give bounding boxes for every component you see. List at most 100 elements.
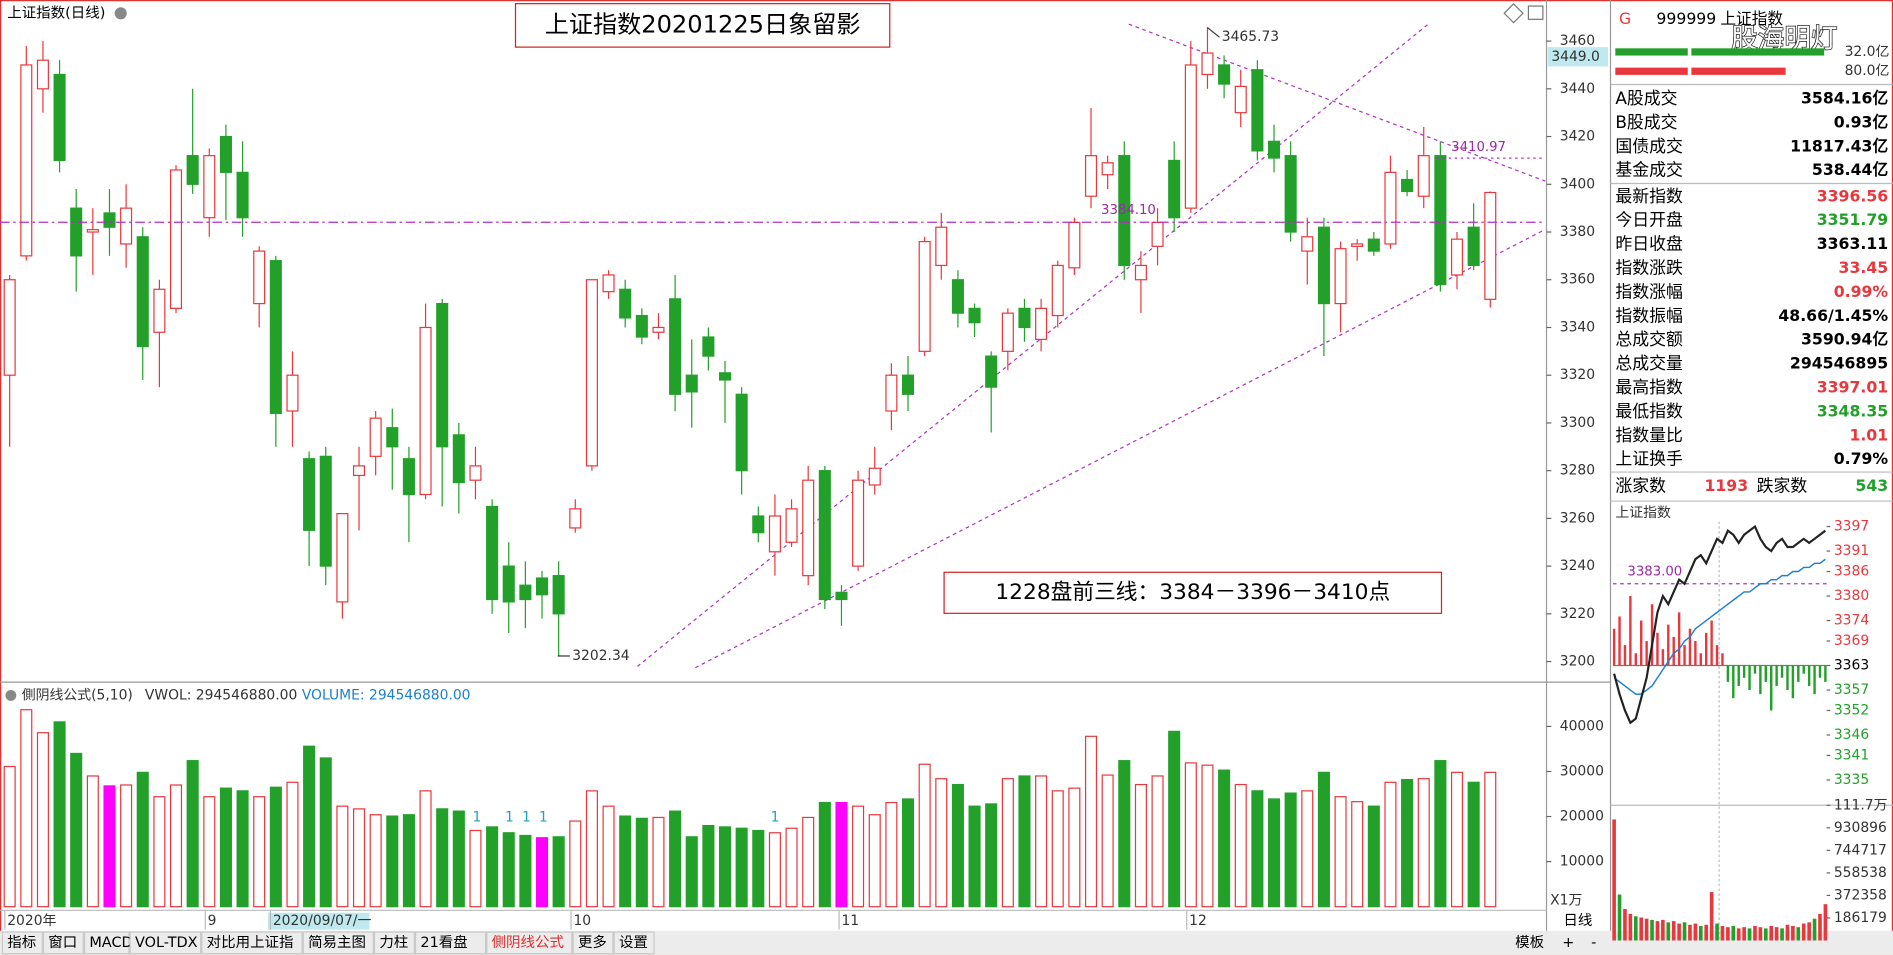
tab[interactable]	[302, 931, 374, 955]
candle-body	[3, 279, 16, 376]
volume-bar	[1234, 783, 1247, 908]
x-tick-label: 2020年	[7, 913, 56, 929]
info-label: A股成交	[1615, 88, 1677, 108]
volume-unit: X1万	[1550, 893, 1582, 909]
breadth-bar	[1645, 640, 1648, 666]
candle-body	[1018, 307, 1031, 329]
note-box	[943, 571, 1443, 614]
intraday-volume-bar	[1661, 919, 1665, 941]
info-label: 总成交量	[1615, 353, 1683, 373]
info-value: 3351.79	[1817, 210, 1888, 229]
candle-body	[951, 279, 964, 314]
y-tick-label: 3352	[1834, 702, 1869, 718]
y-tick-label: 3391	[1834, 543, 1869, 559]
tab[interactable]	[613, 931, 655, 955]
breadth-bar	[1721, 653, 1724, 666]
tab[interactable]	[83, 931, 130, 955]
volume-bar	[585, 790, 598, 908]
volume-bar	[1168, 730, 1181, 908]
volume-bar	[818, 801, 831, 908]
tab[interactable]	[572, 931, 614, 955]
tab[interactable]	[42, 931, 84, 955]
y-tick-label: 3460	[1560, 33, 1595, 49]
icon[interactable]	[1527, 5, 1544, 20]
candle-body	[502, 565, 515, 603]
y-tick-label: 3440	[1560, 81, 1595, 97]
info-value: 3584.16亿	[1801, 89, 1888, 108]
candle-body	[1234, 85, 1247, 114]
quote-name: 上证指数	[1720, 9, 1783, 28]
intraday-volume-bar	[1633, 916, 1638, 941]
intraday-volume-bar	[1617, 894, 1622, 941]
intraday-volume-bar	[1780, 928, 1784, 941]
volume-bar	[635, 817, 648, 908]
intraday-volume-bar	[1818, 913, 1822, 941]
tab[interactable]	[1, 931, 43, 955]
candle-body	[1218, 64, 1231, 85]
breadth-value: 543	[1855, 476, 1888, 495]
info-label: 指数涨幅	[1615, 281, 1683, 301]
period-label[interactable]: 日线	[1563, 912, 1592, 929]
volume-bar	[602, 805, 615, 908]
candle-body	[303, 458, 316, 531]
candle-body	[918, 240, 931, 352]
tab[interactable]	[129, 931, 202, 955]
volume-bar	[1334, 796, 1347, 908]
candle-body	[369, 417, 382, 457]
candle-body	[669, 298, 682, 395]
y-tick-label: 3300	[1560, 415, 1595, 431]
volume-bar	[1484, 771, 1497, 908]
volume-bar	[569, 820, 582, 908]
candle-body	[519, 584, 532, 601]
volume-bar	[103, 785, 116, 908]
y-tick-label: 3357	[1834, 682, 1869, 698]
candle-body	[1001, 312, 1014, 352]
volume-bar	[1284, 792, 1297, 908]
y-tick-label: 930896	[1834, 820, 1887, 836]
volume-bar	[469, 829, 482, 908]
avg-line	[1613, 558, 1826, 695]
breadth-bar	[1677, 612, 1681, 666]
candle-body	[835, 591, 848, 601]
breadth-bar	[1764, 665, 1768, 682]
annotation-pointer	[1206, 26, 1220, 38]
title-dropdown[interactable]	[114, 7, 127, 20]
volume-bar	[1184, 762, 1197, 908]
candle-body	[169, 169, 183, 309]
tab[interactable]	[486, 931, 573, 955]
icon[interactable]	[1503, 3, 1524, 24]
zoom-in[interactable]: +	[1562, 935, 1574, 951]
candle-body	[1051, 264, 1064, 317]
volume-dropdown[interactable]	[5, 689, 17, 701]
intraday-volume-bar	[1644, 918, 1649, 941]
cursor-label-box	[1547, 47, 1609, 67]
candle-body	[136, 236, 149, 348]
intraday-volume-bar	[1726, 927, 1730, 941]
volume-bar	[868, 814, 881, 908]
intraday-volume-bar	[1677, 923, 1681, 941]
tab[interactable]	[373, 931, 415, 955]
volume-bar	[835, 801, 848, 908]
info-value: 1.01	[1849, 425, 1888, 444]
volume-bar	[702, 824, 715, 908]
tab-label: MACD	[89, 935, 132, 951]
candle-body	[1035, 307, 1048, 341]
candle-body	[352, 465, 366, 477]
volume-bar	[1201, 764, 1214, 908]
intraday-volume-bar	[1688, 924, 1692, 941]
template-button[interactable]: 模板	[1515, 933, 1544, 951]
volume-bar	[1367, 805, 1380, 908]
breadth-bar	[1629, 596, 1632, 666]
tab[interactable]	[201, 931, 303, 955]
note: 1228盘前三线：3384－3396－3410点	[995, 580, 1390, 605]
tab[interactable]	[414, 931, 487, 955]
candle-body	[1467, 226, 1480, 267]
info-label: B股成交	[1615, 112, 1677, 132]
candle-body	[552, 575, 565, 615]
volume-signal: 1	[771, 809, 780, 825]
y-tick-label: 3260	[1560, 510, 1595, 526]
zoom-out[interactable]: -	[1591, 935, 1596, 951]
candle-body	[1084, 155, 1098, 197]
